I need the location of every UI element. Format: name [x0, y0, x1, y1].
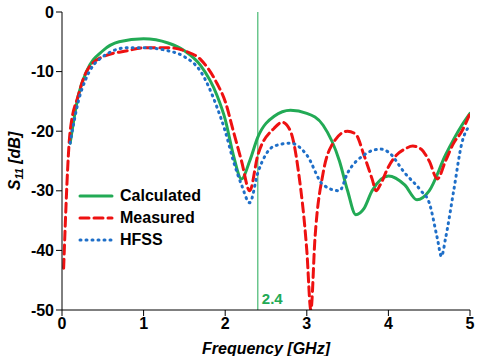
svg-text:-20: -20	[31, 123, 54, 140]
svg-text:3: 3	[302, 315, 311, 332]
svg-text:0: 0	[58, 315, 67, 332]
svg-text:Frequency [GHz]: Frequency [GHz]	[202, 340, 331, 356]
svg-text:-30: -30	[31, 182, 54, 199]
html-text:Measured: Measured	[120, 208, 195, 226]
svg-text:2: 2	[221, 315, 230, 332]
svg-text:4: 4	[384, 315, 393, 332]
svg-text:5: 5	[466, 315, 475, 332]
html-text:Calculated: Calculated	[120, 186, 201, 204]
svg-text:0: 0	[45, 4, 54, 21]
svg-text:2.4: 2.4	[262, 290, 284, 307]
svg-text:1: 1	[139, 315, 148, 332]
svg-text:-50: -50	[31, 302, 54, 319]
svg-text:-40: -40	[31, 242, 54, 259]
svg-text:-10: -10	[31, 63, 54, 80]
html-text:HFSS: HFSS	[120, 230, 163, 248]
svg-text:S11 [dB]: S11 [dB]	[6, 131, 25, 190]
